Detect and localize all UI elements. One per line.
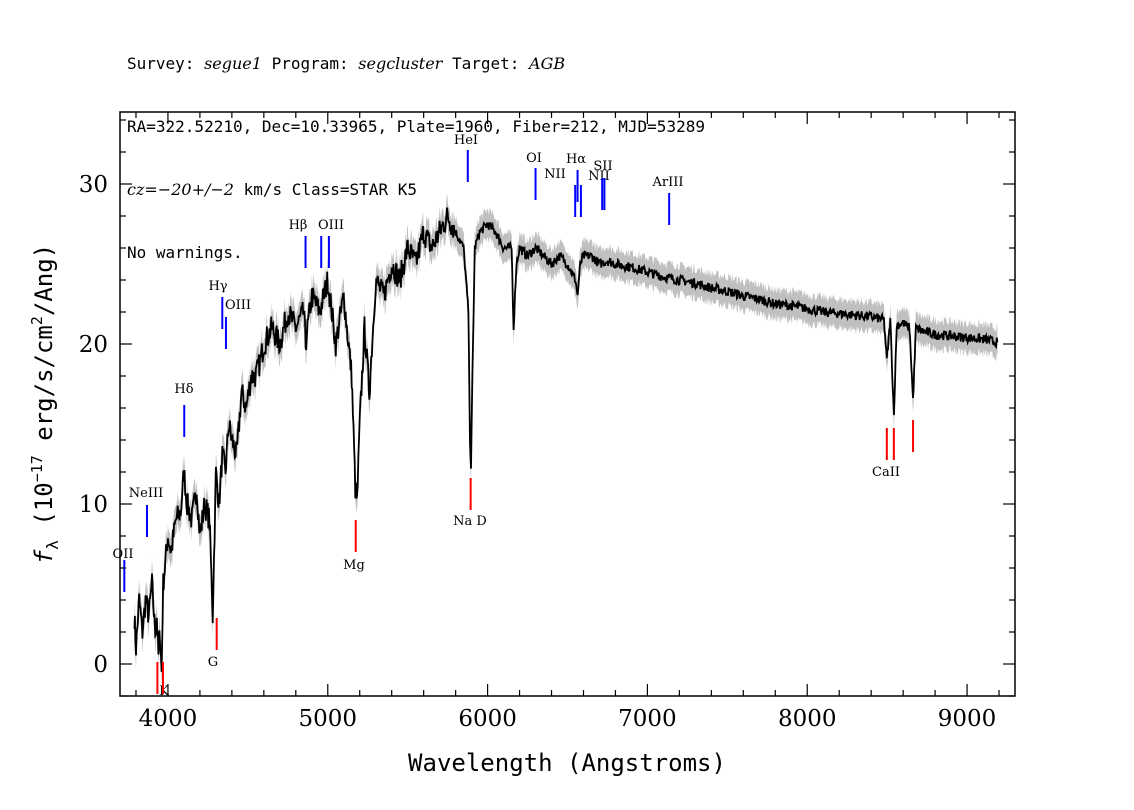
x-tick-label: 4000 bbox=[139, 706, 198, 732]
spectrum-header: Survey: segue1 Program: segcluster Targe… bbox=[127, 11, 705, 284]
header-line-coordinates: RA=322.52210, Dec=10.33965, Plate=1960, … bbox=[127, 117, 705, 136]
plot-frame bbox=[119, 111, 1016, 697]
y-tick-label: 0 bbox=[93, 652, 108, 678]
flux-error-band bbox=[134, 193, 998, 687]
y-tick-label: 30 bbox=[79, 172, 108, 198]
emission-line-label: ArIII bbox=[651, 175, 683, 190]
header-line-redshift: cz=−20+/−2 km/s Class=STAR K5 bbox=[127, 180, 417, 199]
absorption-line-label: CaII bbox=[872, 465, 900, 480]
emission-line-label: Hα bbox=[566, 152, 586, 167]
emission-line-label: OI bbox=[526, 151, 542, 166]
flux-line bbox=[133, 207, 999, 672]
emission-line-label: Hδ bbox=[174, 382, 193, 397]
x-tick-label: 9000 bbox=[938, 706, 997, 732]
absorption-line-label: K bbox=[159, 684, 169, 699]
emission-line-label: OII bbox=[113, 547, 134, 562]
x-axis-title: Wavelength (Angstroms) bbox=[408, 749, 726, 777]
emission-line-label: SII bbox=[593, 159, 612, 174]
survey-name: segue1 bbox=[204, 54, 262, 73]
header-line-warnings: No warnings. bbox=[127, 243, 243, 262]
spectrum-series bbox=[133, 207, 999, 672]
emission-line-label: OIII bbox=[318, 218, 344, 233]
emission-line-label: Hβ bbox=[289, 218, 308, 233]
x-tick-label: 8000 bbox=[778, 706, 837, 732]
emission-line-label: HeI bbox=[454, 133, 478, 148]
emission-line-label: NII bbox=[544, 167, 566, 182]
x-tick-label: 5000 bbox=[298, 706, 357, 732]
y-tick-label: 20 bbox=[79, 332, 108, 358]
y-tick-label: 10 bbox=[79, 492, 108, 518]
emission-line-label: NeIII bbox=[129, 486, 163, 501]
error-band-area bbox=[134, 193, 998, 687]
absorption-line-label: Na D bbox=[453, 514, 487, 529]
absorption-line-label: Mg bbox=[343, 558, 365, 573]
absorption-line-label: G bbox=[208, 655, 218, 670]
header-line-survey: Survey: segue1 Program: segcluster Targe… bbox=[127, 54, 566, 73]
x-tick-label: 6000 bbox=[458, 706, 517, 732]
emission-line-label: Hγ bbox=[208, 279, 227, 294]
target-name: AGB bbox=[529, 54, 566, 73]
x-tick-label: 7000 bbox=[618, 706, 677, 732]
y-axis-title: fλ (10−17 erg/s/cm2/Ang) bbox=[28, 244, 62, 564]
emission-line-label: OIII bbox=[225, 298, 251, 313]
program-name: segcluster bbox=[358, 54, 443, 73]
axis-ticks: 4000 5000 6000 7000 8000 9000 0 10 20 30 bbox=[79, 112, 1015, 732]
